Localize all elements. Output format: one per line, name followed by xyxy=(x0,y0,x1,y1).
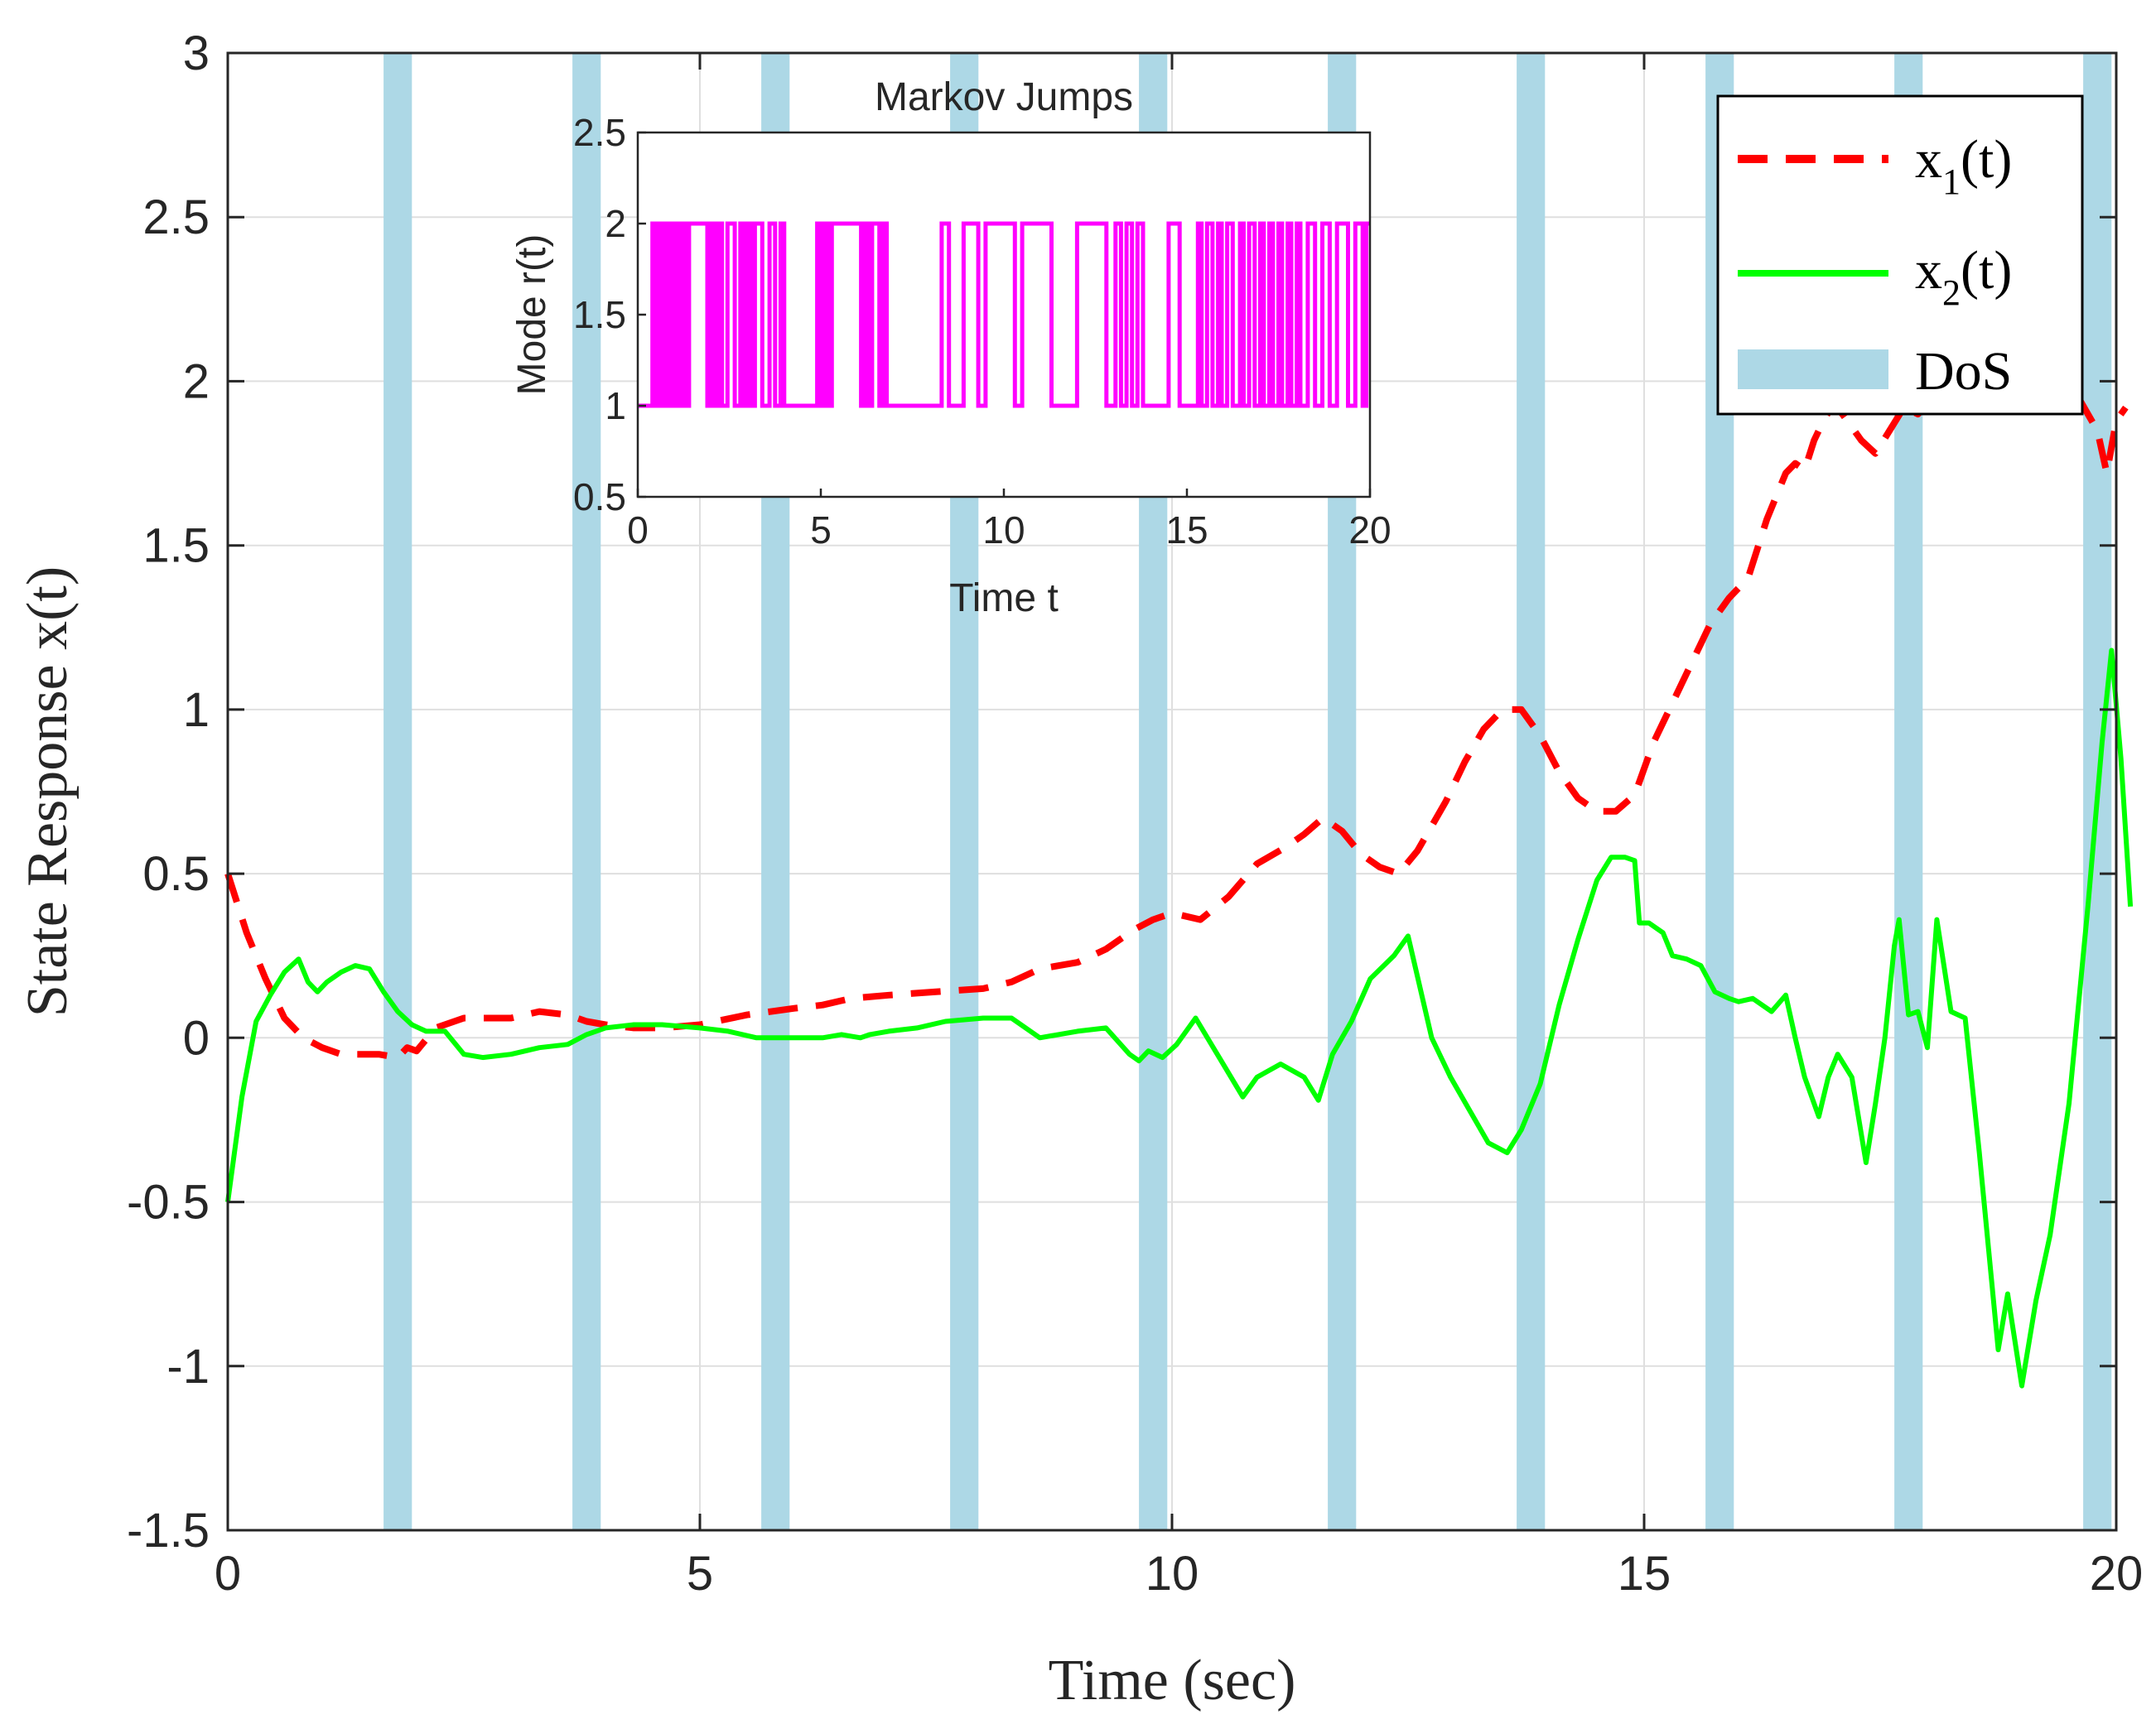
main-y-tick-label-6: 1.5 xyxy=(142,519,210,573)
main-x-tick-label-2: 10 xyxy=(1146,1547,1199,1601)
inset-chart: 0 5 10 15 20 0.5 1 1.5 2 2.5 Markov Jumps Time t… xyxy=(510,75,1392,620)
inset-y-tick-label-2: 1.5 xyxy=(573,293,626,336)
inset-y-ticks: 0.5 1 1.5 2 2.5 xyxy=(573,111,646,518)
inset-y-tick-label-1: 1 xyxy=(605,384,626,427)
inset-x-tick-label-4: 20 xyxy=(1348,508,1391,551)
main-y-tick-label-5: 1 xyxy=(183,683,210,737)
dos-intervals xyxy=(383,53,2112,1530)
legend-swatch-dos xyxy=(1738,349,1888,389)
dos-bar-6 xyxy=(1517,53,1546,1530)
main-x-axis-label: Time (sec) xyxy=(1049,1649,1296,1712)
main-y-axis-label: State Response x(t) xyxy=(16,566,80,1017)
main-y-tick-label-2: -0.5 xyxy=(127,1176,210,1230)
legend-entry-x1: x1(t) xyxy=(1738,129,2012,202)
legend-label-x1: x1(t) xyxy=(1915,129,2012,202)
main-x-tick-label-4: 20 xyxy=(2090,1547,2144,1601)
inset-y-tick-label-3: 2 xyxy=(605,202,626,245)
inset-x-tick-label-1: 5 xyxy=(810,508,832,551)
main-y-tick-label-8: 2.5 xyxy=(142,190,210,244)
legend-entry-dos: DoS xyxy=(1738,341,2012,402)
inset-x-tick-label-0: 0 xyxy=(627,508,649,551)
inset-y-tick-label-0: 0.5 xyxy=(573,475,626,518)
inset-series xyxy=(638,221,1370,408)
main-y-tick-label-1: -1 xyxy=(166,1340,210,1394)
main-x-tick-label-3: 15 xyxy=(1618,1547,1671,1601)
main-y-tick-label-3: 0 xyxy=(183,1011,210,1065)
legend: x1(t) x2(t) DoS xyxy=(1716,94,2084,416)
inset-x-tick-label-3: 15 xyxy=(1165,508,1208,551)
dos-bar-0 xyxy=(383,53,412,1530)
main-y-tick-label-9: 3 xyxy=(183,26,210,80)
main-x-tick-label-0: 0 xyxy=(215,1547,241,1601)
mode-step-line xyxy=(638,221,1370,408)
inset-x-tick-label-2: 10 xyxy=(982,508,1025,551)
main-y-tick-label-4: 0.5 xyxy=(142,847,210,901)
main-x-ticks: 0 5 10 15 20 xyxy=(215,53,2143,1601)
inset-x-axis-label: Time t xyxy=(949,576,1059,620)
main-y-tick-label-0: -1.5 xyxy=(127,1504,210,1558)
legend-label-dos: DoS xyxy=(1915,341,2012,402)
inset-y-axis-label: Mode r(t) xyxy=(510,234,554,396)
main-x-tick-label-1: 5 xyxy=(687,1547,713,1601)
series-x2-line xyxy=(225,648,2134,1389)
legend-entry-x2: x2(t) xyxy=(1738,240,2012,313)
main-y-ticks: -1.5-1-0.500.511.522.53 xyxy=(127,26,2116,1558)
main-y-tick-label-7: 2 xyxy=(183,354,210,408)
dos-bar-1 xyxy=(572,53,601,1530)
legend-label-x2: x2(t) xyxy=(1915,240,2012,313)
inset-x-ticks: 0 5 10 15 20 xyxy=(627,489,1392,551)
inset-y-tick-label-4: 2.5 xyxy=(573,111,626,154)
inset-title: Markov Jumps xyxy=(875,75,1133,119)
